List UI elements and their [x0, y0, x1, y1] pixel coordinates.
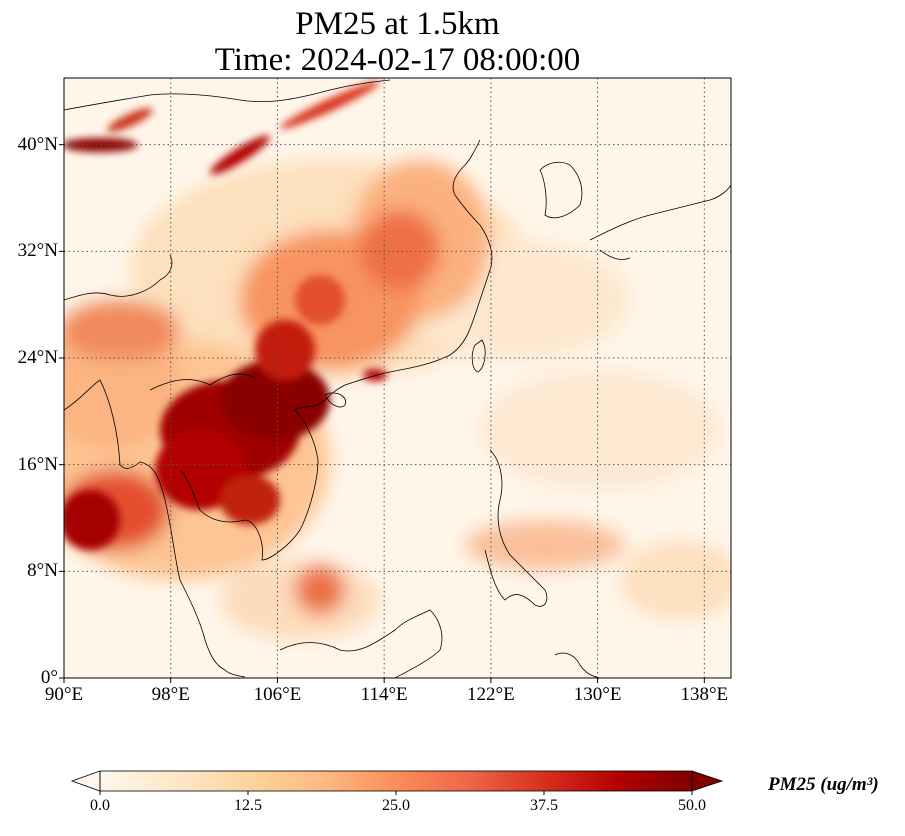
coastline-sulawesi	[554, 652, 601, 678]
pm25-core-thailand	[155, 430, 245, 510]
coastline-china-vietnam	[179, 139, 493, 561]
axis-ticks	[59, 144, 705, 683]
coastline-philippines	[484, 449, 548, 607]
pm25-streak-inner-mongolia	[210, 135, 270, 175]
lat-tick-label: 0°	[40, 667, 58, 688]
lat-tick-label: 16°N	[17, 453, 58, 475]
pm25-haze-philippine-sea	[480, 370, 720, 490]
coastline-hainan	[324, 392, 347, 408]
pm25-plume-gulf-of-thailand	[295, 565, 345, 615]
pm25-hotspot-guangdong	[363, 369, 387, 381]
pm25-core-andaman	[64, 490, 120, 550]
map-title: PM25 at 1.5km	[295, 6, 500, 42]
colorbar-tick-label: 0.0	[90, 797, 110, 814]
lon-tick-label: 122°E	[467, 684, 515, 705]
colorbar-ticks	[99, 791, 693, 795]
lon-tick-label: 130°E	[573, 684, 622, 705]
pm25-field	[64, 81, 731, 640]
pm25-streak-north-2	[107, 108, 153, 132]
lon-tick-label: 106°E	[253, 684, 302, 705]
colorbar-tick-label: 37.5	[530, 797, 558, 814]
lat-tick-label: 24°N	[17, 347, 58, 368]
pm25-plume-philippines	[465, 520, 625, 570]
pm25-plume-yunnan	[64, 300, 180, 360]
border-himalaya	[64, 254, 173, 301]
colorbar-tick-label: 25.0	[382, 797, 410, 814]
pm25-haze-southeast	[620, 540, 731, 620]
lat-tick-label: 8°N	[27, 560, 58, 582]
lon-tick-label: 90°E	[44, 684, 84, 705]
map-frame	[63, 77, 732, 679]
pm25-core-guangxi	[255, 320, 315, 380]
coastlines	[64, 79, 731, 678]
lat-tick-label: 40°N	[17, 133, 58, 155]
colorbar-tick-label: 12.5	[234, 797, 262, 814]
coastline-korea	[539, 161, 583, 219]
coastline-japan-honshu	[589, 184, 731, 241]
coastline-myanmar-malaysia	[64, 379, 246, 678]
colorbar-gradient	[100, 771, 692, 791]
colorbar-extend-min	[70, 770, 101, 792]
colorbar-label: PM25 (ug/m³)	[768, 774, 879, 795]
border-mainland-se-asia	[149, 373, 256, 391]
lon-tick-label: 138°E	[680, 684, 729, 705]
pm25-core-hunan	[295, 275, 345, 325]
lon-tick-label: 114°E	[360, 684, 408, 705]
border-mongolia	[64, 79, 391, 111]
map-subtitle-time: Time: 2024-02-17 08:00:00	[214, 42, 581, 78]
colorbar-tick-label: 50.0	[678, 797, 706, 814]
pm25-streak-northeast	[280, 81, 380, 129]
lat-tick-label: 32°N	[17, 240, 58, 262]
gridlines	[64, 78, 731, 678]
coastline-borneo	[279, 609, 443, 678]
pm25-core-cambodia	[220, 475, 280, 525]
lon-tick-label: 98°E	[151, 684, 190, 705]
colorbar-extend-max	[691, 770, 724, 792]
coastline-japan-kyushu	[599, 249, 631, 260]
pm25-plume-yangtze-core	[360, 210, 440, 290]
coastline-taiwan	[471, 339, 486, 373]
